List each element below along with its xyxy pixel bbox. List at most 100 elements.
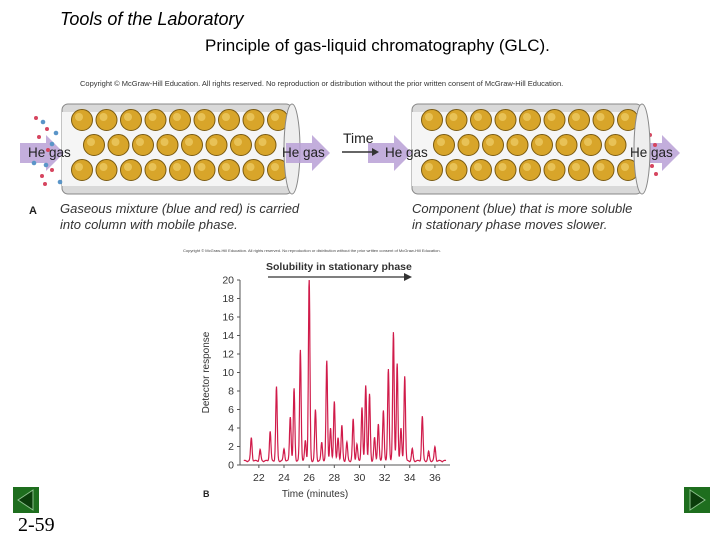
- bead: [144, 109, 167, 131]
- x-tick-label: 32: [379, 472, 391, 484]
- y-tick-label: 16: [222, 312, 234, 324]
- solubility-arrow: [268, 273, 412, 281]
- bead: [482, 134, 504, 156]
- peak-point: [321, 445, 323, 448]
- bead: [71, 109, 93, 131]
- x-tick-label: 28: [328, 472, 340, 484]
- peak-point: [289, 420, 291, 422]
- peak-point: [333, 404, 335, 406]
- bead: [592, 109, 615, 131]
- peak-point: [421, 420, 423, 422]
- peak-point: [428, 455, 430, 457]
- x-tick-label: 22: [253, 472, 265, 484]
- bead: [592, 159, 615, 181]
- bead: [120, 159, 142, 181]
- peak-point: [283, 452, 285, 454]
- triangle-right-icon: [690, 490, 705, 510]
- bead: [156, 134, 179, 156]
- prev-slide-button[interactable]: [13, 487, 39, 513]
- slide-number: 2-59: [18, 514, 55, 536]
- y-axis-label: Detector response: [201, 331, 212, 413]
- bead: [580, 134, 602, 156]
- bead: [254, 134, 277, 156]
- x-tick-label: 34: [404, 472, 416, 484]
- peak-point: [304, 444, 306, 446]
- peak-point: [368, 397, 371, 399]
- caption-left-line-1: Gaseous mixture (blue and red) is carrie…: [60, 201, 300, 216]
- bead: [494, 109, 517, 131]
- y-tick-label: 6: [228, 404, 234, 416]
- peak-point: [382, 413, 384, 415]
- bead: [555, 134, 578, 156]
- bead: [506, 134, 529, 156]
- caption-left: Gaseous mixture (blue and red) is carrie…: [60, 201, 299, 233]
- panel-a-label: A: [29, 205, 37, 217]
- peak-point: [411, 452, 413, 454]
- bead: [470, 109, 492, 131]
- bead: [519, 159, 541, 181]
- peak-point: [259, 453, 261, 455]
- triangle-left-icon: [18, 490, 33, 510]
- time-label: Time: [343, 130, 374, 146]
- bead: [230, 134, 252, 156]
- y-tick-label: 4: [228, 423, 234, 435]
- bead: [568, 109, 590, 131]
- bead: [242, 109, 265, 131]
- peak-point: [396, 367, 398, 369]
- solubility-label: Solubility in stationary phase: [266, 261, 412, 273]
- x-tick-label: 26: [303, 472, 315, 484]
- bead: [242, 159, 265, 181]
- peak-point: [329, 432, 332, 434]
- bead: [193, 159, 216, 181]
- bead: [421, 109, 443, 131]
- bead: [83, 134, 105, 156]
- x-tick-label: 30: [354, 472, 366, 484]
- peak-point: [373, 441, 376, 443]
- peak-point: [377, 427, 379, 429]
- peak-point: [275, 390, 278, 392]
- peak-point: [299, 353, 301, 355]
- y-tick-label: 12: [222, 349, 234, 361]
- figure-b-copyright: Copyright © McGraw-Hill Education. All r…: [183, 248, 441, 253]
- panel-b-label: B: [203, 489, 210, 499]
- peak-point: [392, 334, 395, 337]
- he-gas-label-3: He gas: [385, 145, 428, 160]
- y-tick-label: 0: [228, 460, 234, 472]
- bead: [543, 109, 566, 131]
- x-tick-label: 36: [429, 472, 441, 484]
- bead: [169, 159, 191, 181]
- peak-point: [356, 447, 358, 449]
- bead: [457, 134, 480, 156]
- peak-point: [250, 441, 252, 443]
- peak-point: [269, 434, 271, 436]
- x-axis-label: Time (minutes): [282, 489, 348, 500]
- y-tick-label: 2: [228, 441, 234, 453]
- peak-point: [365, 388, 367, 390]
- bead: [494, 159, 517, 181]
- bead: [95, 159, 118, 181]
- y-tick-label: 10: [222, 367, 234, 379]
- bead: [169, 109, 191, 131]
- peak-point: [361, 410, 363, 412]
- peak-point: [314, 413, 317, 415]
- bead: [193, 109, 216, 131]
- caption-right: Component (blue) that is more soluble in…: [412, 201, 632, 233]
- peak-point: [341, 429, 343, 431]
- caption-left-line-2: into column with mobile phase.: [60, 217, 238, 232]
- x-tick-label: 24: [278, 472, 290, 484]
- column-right: [411, 103, 651, 195]
- next-slide-button[interactable]: [684, 487, 710, 513]
- bead: [205, 134, 228, 156]
- chromatogram-trace: [243, 279, 447, 463]
- bead: [71, 159, 93, 181]
- y-tick-label: 14: [222, 330, 234, 342]
- bead: [95, 109, 118, 131]
- peak-point: [346, 445, 348, 448]
- bead: [218, 159, 240, 181]
- bead: [218, 109, 240, 131]
- peak-point: [308, 281, 310, 283]
- caption-right-line-2: in stationary phase moves slower.: [412, 217, 608, 232]
- bead: [433, 134, 455, 156]
- bead: [531, 134, 553, 156]
